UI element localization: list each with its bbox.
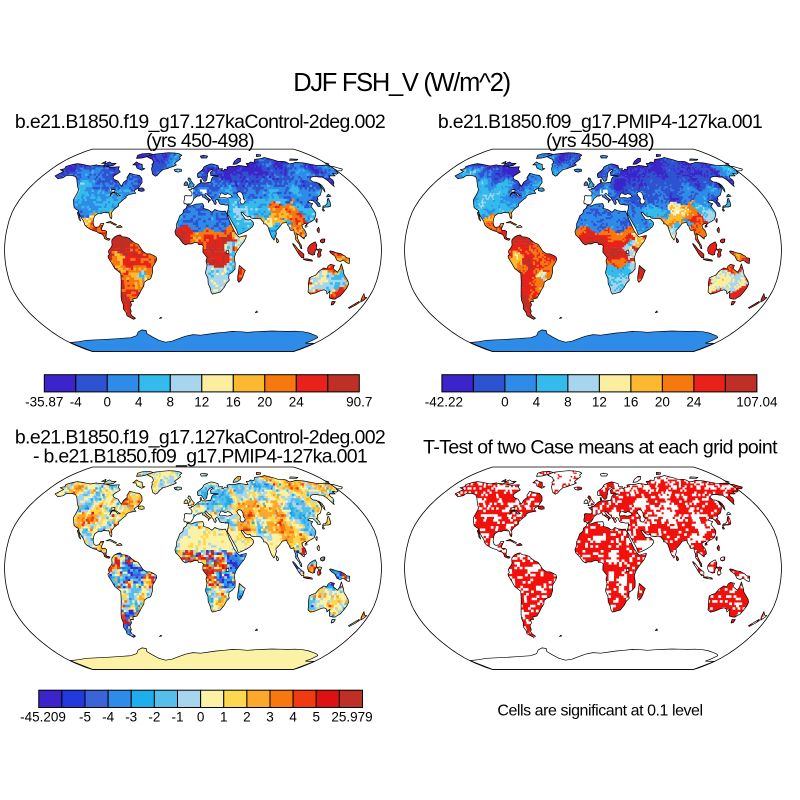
- svg-text:3: 3: [266, 710, 274, 725]
- svg-text:-4: -4: [102, 710, 114, 725]
- svg-text:b.e21.B1850.f19_g17.127kaContr: b.e21.B1850.f19_g17.127kaControl-2deg.00…: [15, 111, 385, 133]
- svg-text:-5: -5: [79, 710, 91, 725]
- svg-text:-2: -2: [148, 710, 160, 725]
- svg-text:-3: -3: [125, 710, 137, 725]
- svg-text:-35.87: -35.87: [25, 395, 63, 410]
- svg-text:b.e21.B1850.f19_g17.127kaContr: b.e21.B1850.f19_g17.127kaControl-2deg.00…: [15, 427, 385, 449]
- svg-text:-42.22: -42.22: [425, 395, 463, 410]
- svg-text:- b.e21.B1850.f09_g17.PMIP4-12: - b.e21.B1850.f09_g17.PMIP4-127ka.001: [33, 446, 367, 468]
- svg-text:-4: -4: [70, 395, 82, 410]
- svg-text:(yrs 450-498): (yrs 450-498): [146, 130, 254, 152]
- svg-text:8: 8: [564, 395, 572, 410]
- svg-text:25.979: 25.979: [331, 710, 372, 725]
- svg-text:16: 16: [226, 395, 241, 410]
- svg-text:90.7: 90.7: [346, 395, 372, 410]
- svg-text:24: 24: [289, 395, 305, 410]
- svg-text:1: 1: [220, 710, 228, 725]
- svg-text:0: 0: [501, 395, 509, 410]
- svg-text:b.e21.B1850.f09_g17.PMIP4-127k: b.e21.B1850.f09_g17.PMIP4-127ka.001: [438, 111, 762, 133]
- svg-text:20: 20: [257, 395, 272, 410]
- svg-text:4: 4: [135, 395, 143, 410]
- svg-text:8: 8: [167, 395, 175, 410]
- svg-text:4: 4: [289, 710, 297, 725]
- svg-text:(yrs 450-498): (yrs 450-498): [546, 130, 654, 152]
- svg-text:0: 0: [104, 395, 112, 410]
- svg-text:20: 20: [655, 395, 670, 410]
- svg-text:12: 12: [194, 395, 209, 410]
- svg-text:5: 5: [312, 710, 320, 725]
- svg-text:16: 16: [623, 395, 638, 410]
- svg-text:Cells are significant at 0.1 l: Cells are significant at 0.1 level: [497, 703, 702, 720]
- svg-text:24: 24: [686, 395, 702, 410]
- svg-text:4: 4: [533, 395, 541, 410]
- svg-text:-45.209: -45.209: [20, 710, 66, 725]
- svg-text:DJF FSH_V (W/m^2): DJF FSH_V (W/m^2): [293, 69, 510, 97]
- svg-text:107.04: 107.04: [736, 395, 778, 410]
- svg-text:12: 12: [592, 395, 607, 410]
- svg-text:-1: -1: [171, 710, 183, 725]
- svg-text:0: 0: [197, 710, 205, 725]
- svg-text:2: 2: [243, 710, 251, 725]
- svg-text:T-Test of two Case means at ea: T-Test of two Case means at each grid po…: [423, 437, 778, 459]
